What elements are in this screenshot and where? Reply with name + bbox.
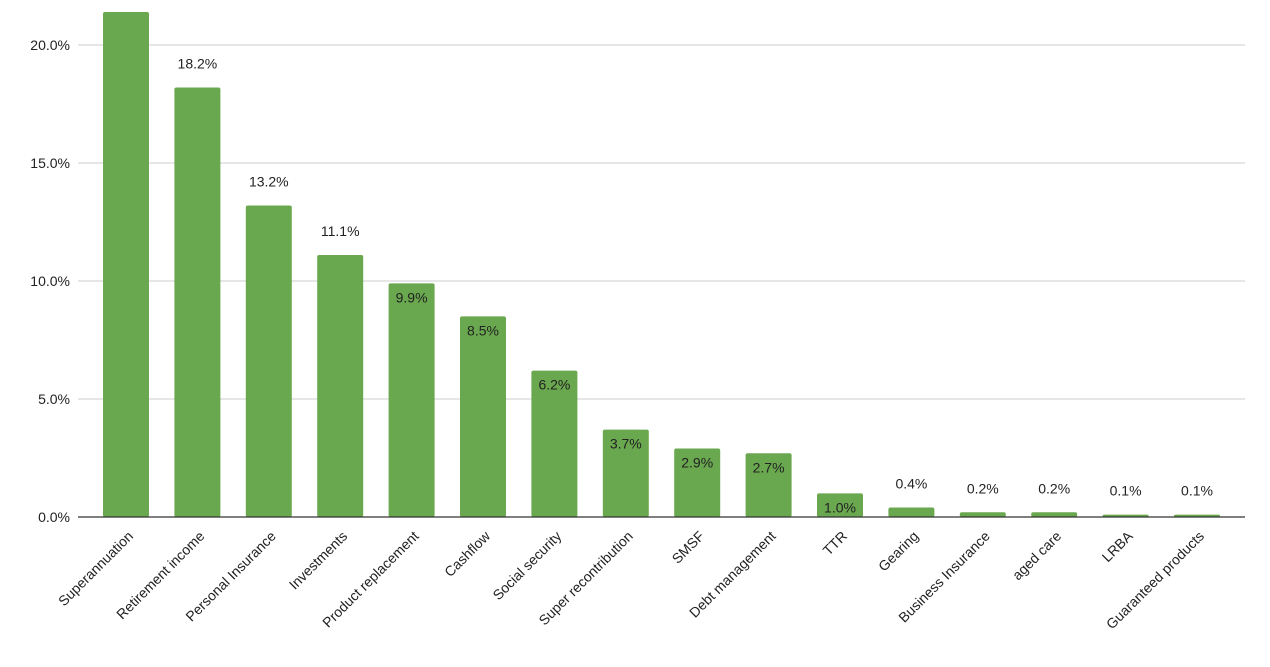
- bar: [174, 87, 221, 517]
- bar: [602, 429, 649, 517]
- data-label: 8.5%: [467, 322, 499, 338]
- data-label: 0.1%: [1181, 483, 1213, 499]
- y-tick-label: 20.0%: [30, 37, 70, 53]
- x-tick-label: Superannuation: [55, 528, 136, 609]
- data-label: 0.2%: [967, 480, 999, 496]
- data-label: 2.7%: [753, 459, 785, 475]
- bar: [674, 448, 721, 517]
- bar: [817, 493, 863, 517]
- bar: [245, 205, 292, 518]
- data-label: 18.2%: [178, 55, 218, 71]
- y-tick-label: 0.0%: [38, 509, 70, 525]
- x-tick-label: Cashflow: [441, 527, 494, 580]
- bar: [531, 370, 578, 517]
- x-tick-label: Social security: [489, 528, 564, 603]
- data-label: 9.9%: [396, 289, 428, 305]
- bar: [888, 507, 935, 517]
- y-tick-label: 5.0%: [38, 391, 70, 407]
- bar: [959, 512, 1006, 517]
- data-label: 0.2%: [1038, 480, 1070, 496]
- y-tick-label: 10.0%: [30, 273, 70, 289]
- data-label: 13.2%: [249, 173, 289, 189]
- bar: [745, 453, 792, 517]
- x-tick-label: Investments: [286, 528, 351, 593]
- bar: [1031, 512, 1078, 517]
- data-label: 11.1%: [321, 223, 360, 239]
- data-label: 1.0%: [824, 499, 856, 515]
- data-label: 0.1%: [1110, 483, 1142, 499]
- x-tick-label: SMSF: [669, 528, 708, 567]
- data-label: 6.2%: [538, 377, 570, 393]
- y-tick-label: 15.0%: [30, 155, 70, 171]
- data-label: 2.9%: [681, 455, 713, 471]
- data-label: 3.7%: [610, 436, 642, 452]
- bar: [388, 283, 435, 517]
- x-tick-label: TTR: [820, 528, 851, 559]
- bar: [317, 255, 364, 518]
- x-tick-label: LRBA: [1099, 527, 1137, 565]
- x-tick-label: Gearing: [875, 528, 922, 575]
- data-label: 0.4%: [895, 476, 927, 492]
- x-tick-label: aged care: [1009, 528, 1064, 583]
- bar: [103, 11, 149, 518]
- bar: [460, 316, 506, 517]
